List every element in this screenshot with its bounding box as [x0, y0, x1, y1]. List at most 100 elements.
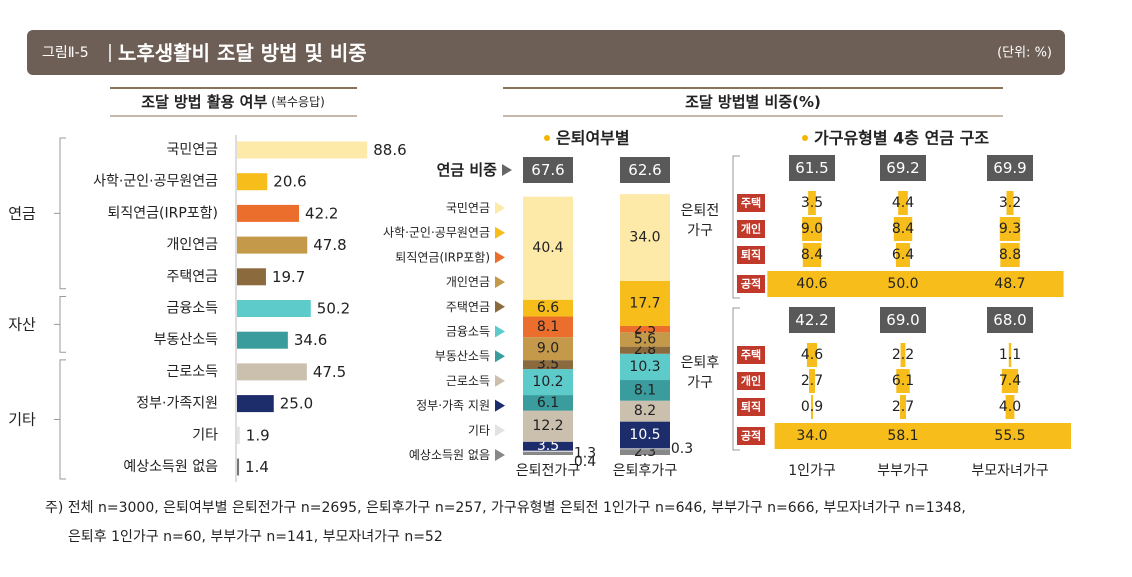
tier-bar — [900, 343, 906, 367]
tier-value: 50.0 — [887, 276, 918, 292]
badge-label: 공적 — [741, 429, 761, 443]
legend-swatch — [495, 251, 505, 264]
tier-value: 8.8 — [999, 247, 1021, 263]
tier-value: 6.4 — [892, 247, 914, 263]
segment — [523, 299, 573, 317]
tier-bar — [895, 243, 911, 267]
total-box — [789, 155, 835, 181]
share-label: 연금 비중 — [437, 161, 498, 179]
category-label: 금융소득 — [166, 301, 218, 317]
share-box — [523, 157, 573, 183]
bullet — [802, 135, 808, 141]
value-label: 34.6 — [294, 331, 327, 349]
tier-value: 55.5 — [994, 428, 1025, 444]
category-label: 개인연금 — [166, 237, 218, 253]
tier-bar — [774, 423, 850, 449]
segment — [523, 196, 573, 300]
header-title: 노후생활비 조달 방법 및 비중 — [118, 41, 367, 65]
category-label: 주택연금 — [166, 269, 218, 285]
legend-swatch — [495, 449, 505, 461]
legend-label: 국민연금 — [446, 201, 490, 215]
segment — [620, 448, 670, 450]
legend-label: 근로소득 — [446, 374, 490, 388]
group-bracket — [732, 155, 740, 299]
segment — [523, 410, 573, 442]
bar — [237, 331, 288, 349]
tier-value: 7.4 — [999, 373, 1021, 389]
segment — [523, 451, 573, 455]
unit: (단위: %) — [997, 46, 1052, 61]
category-label: 국민연금 — [166, 142, 218, 158]
total-value: 68.0 — [993, 311, 1026, 329]
segment — [523, 360, 573, 370]
value-label: 88.6 — [373, 141, 406, 159]
badge — [737, 346, 765, 364]
tier-value: 40.6 — [796, 276, 827, 292]
total-box — [789, 307, 835, 333]
x-tick-label: 부부가구 — [877, 463, 929, 479]
footnote: 주) 전체 n=3000, 은퇴여부별 은퇴전가구 n=2695, 은퇴후가구 … — [45, 500, 966, 516]
legend-swatch — [495, 226, 505, 239]
badge — [737, 246, 765, 264]
segment — [523, 441, 573, 451]
tier-bar — [839, 423, 967, 449]
figure-number: 그림Ⅱ-5 — [42, 45, 89, 61]
legend-label: 사학·군인·공무원연금 — [383, 226, 490, 240]
group-bracket — [54, 137, 66, 290]
legend-label: 예상소득원 없음 — [409, 448, 490, 462]
group-label: 연금 — [8, 204, 36, 222]
total-value: 69.9 — [993, 159, 1026, 177]
legend-label: 기타 — [468, 423, 490, 437]
tier-bar — [1006, 191, 1014, 215]
value-label: 1.9 — [246, 426, 270, 444]
tier-bar — [811, 395, 813, 419]
segment — [620, 400, 670, 422]
segment-label: 34.0 — [629, 229, 660, 245]
group-bracket — [54, 359, 66, 480]
segment-label: 0.3 — [671, 441, 693, 457]
tier-bar — [1005, 395, 1015, 419]
segment — [620, 325, 670, 333]
total-box — [880, 307, 926, 333]
segment-label: 1.3 — [574, 445, 596, 461]
total-value: 69.0 — [886, 311, 919, 329]
section-title: 조달 방법별 비중(%) — [685, 93, 821, 111]
segment-label: 8.1 — [537, 319, 559, 335]
tier-bar — [1008, 343, 1012, 367]
segment-label: 5.6 — [634, 331, 656, 347]
bar — [237, 268, 266, 286]
segment-label: 8.1 — [634, 382, 656, 398]
legend-label: 퇴직연금(IRP포함) — [395, 250, 490, 264]
segment — [523, 369, 573, 396]
tier-value: 48.7 — [994, 276, 1025, 292]
tier-bar — [900, 395, 906, 419]
bar — [237, 141, 368, 159]
total-box — [987, 307, 1033, 333]
group-label: 기타 — [8, 410, 36, 428]
value-label: 50.2 — [317, 300, 350, 318]
value-label: 25.0 — [280, 395, 313, 413]
tier-value: 3.5 — [801, 195, 823, 211]
category-label: 예상소득원 없음 — [123, 459, 218, 475]
badge-label: 주택 — [741, 196, 761, 210]
group-label: 자산 — [8, 315, 36, 333]
share-value: 67.6 — [531, 161, 564, 179]
bar — [237, 236, 308, 254]
chart-title: 은퇴여부별 — [556, 129, 630, 148]
badge — [737, 194, 765, 212]
group-label: 은퇴후 가구 — [680, 355, 720, 391]
segment-label: 10.5 — [629, 427, 660, 443]
tier-bar — [1000, 243, 1020, 267]
tier-value: 9.3 — [999, 221, 1021, 237]
segment-label: 0.4 — [574, 454, 596, 470]
segment — [620, 380, 670, 401]
legend-label: 부동산소득 — [435, 349, 490, 363]
tier-value: 8.4 — [892, 221, 914, 237]
tier-bar — [896, 369, 910, 393]
tier-value: 6.1 — [892, 373, 914, 389]
panel-title: 조달 방법 활용 여부 (복수응답) — [141, 93, 325, 111]
value-label: 47.5 — [313, 363, 346, 381]
x-tick-label: 부모자녀가구 — [971, 463, 1048, 479]
tier-bar — [1001, 369, 1019, 393]
